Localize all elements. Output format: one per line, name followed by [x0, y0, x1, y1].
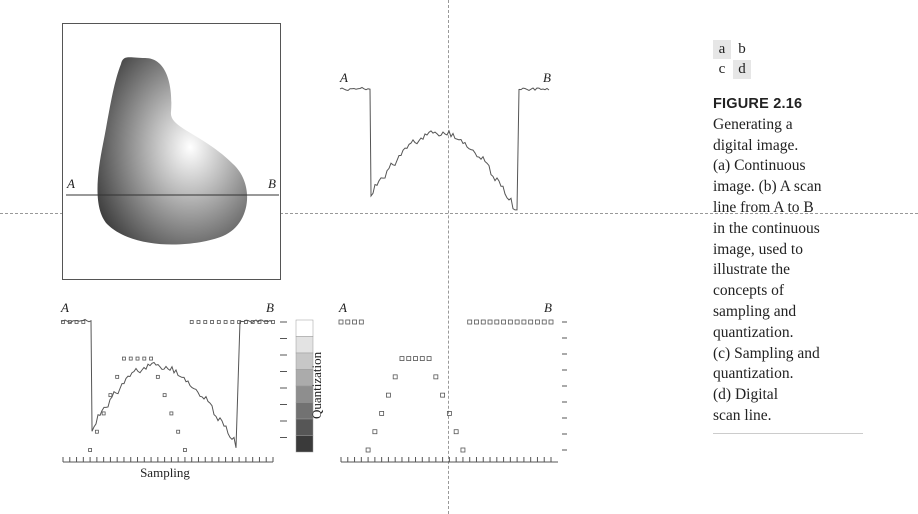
caption-line: in the continuous: [713, 219, 863, 240]
caption-line: image. (b) A scan: [713, 177, 863, 198]
digital-sample: [522, 320, 526, 324]
caption-line: (c) Sampling and: [713, 344, 863, 365]
digital-sample: [353, 320, 357, 324]
sample-point: [89, 449, 92, 452]
digital-sample: [535, 320, 539, 324]
sample-point: [156, 375, 159, 378]
caption-line: line from A to B: [713, 198, 863, 219]
sample-point: [204, 321, 207, 324]
sample-point: [102, 412, 105, 415]
caption-line: (d) Digital: [713, 385, 863, 406]
digital-sample: [495, 320, 499, 324]
scan-label-a: A: [67, 176, 75, 192]
sample-point: [122, 357, 125, 360]
caption-line: scan line.: [713, 406, 863, 427]
quantization-level-swatch: [296, 436, 313, 453]
panel-letter-b: b: [733, 40, 751, 59]
panel-letter-a: a: [713, 40, 731, 59]
sample-point: [183, 449, 186, 452]
caption-line: quantization.: [713, 323, 863, 344]
caption-rule: [713, 433, 863, 434]
digital-sample: [420, 357, 424, 361]
digital-sample: [515, 320, 519, 324]
sample-point: [190, 321, 193, 324]
digital-sample: [481, 320, 485, 324]
caption-line: (a) Continuous: [713, 156, 863, 177]
continuous-image-blob: [63, 24, 282, 281]
digital-sample: [549, 320, 553, 324]
digital-sample: [502, 320, 506, 324]
sample-point: [170, 412, 173, 415]
sample-point: [163, 394, 166, 397]
panel-d-digital-scan-line: A B: [336, 300, 576, 480]
digital-sample: [400, 357, 404, 361]
digital-sample: [529, 320, 533, 324]
quantization-axis-label: Quantization: [309, 345, 329, 425]
digital-sample: [508, 320, 512, 324]
digital-sample: [542, 320, 546, 324]
digital-sample: [474, 320, 478, 324]
sample-point: [136, 357, 139, 360]
caption-line: digital image.: [713, 136, 863, 157]
profile-curve: [335, 70, 565, 220]
digital-sample: [454, 430, 458, 434]
sampling-chart: [58, 300, 348, 480]
sample-point: [224, 321, 227, 324]
panel-b-scan-profile: A B: [335, 70, 565, 220]
digital-sample: [380, 411, 384, 415]
scan-label-b: B: [268, 176, 276, 192]
digital-sample: [447, 411, 451, 415]
sample-point: [129, 357, 132, 360]
digital-chart: [336, 300, 576, 480]
sample-point: [95, 430, 98, 433]
sample-point: [143, 357, 146, 360]
caption-line: image, used to: [713, 240, 863, 261]
digital-sample: [461, 448, 465, 452]
digital-sample: [407, 357, 411, 361]
sample-point: [197, 321, 200, 324]
digital-sample: [468, 320, 472, 324]
digital-sample: [434, 375, 438, 379]
sample-point: [231, 321, 234, 324]
quantization-level-swatch: [296, 320, 313, 337]
digital-sample: [373, 430, 377, 434]
sampling-axis-label: Sampling: [120, 465, 210, 481]
digital-sample: [386, 393, 390, 397]
sample-point: [109, 394, 112, 397]
sample-point: [217, 321, 220, 324]
sample-point: [177, 430, 180, 433]
panel-c-sampling-quantization: A B: [58, 300, 348, 480]
caption-line: Generating a: [713, 115, 863, 136]
panel-letter-d: d: [733, 60, 751, 79]
sample-point: [211, 321, 214, 324]
sample-point: [116, 375, 119, 378]
panel-letter-c: c: [713, 60, 731, 79]
caption-line: illustrate the: [713, 260, 863, 281]
caption-line: sampling and: [713, 302, 863, 323]
digital-sample: [441, 393, 445, 397]
caption-line: concepts of: [713, 281, 863, 302]
panel-letter-grid: a b c d: [713, 40, 753, 81]
digital-sample: [366, 448, 370, 452]
digital-sample: [414, 357, 418, 361]
figure-title: FIGURE 2.16: [713, 94, 863, 115]
digital-sample: [427, 357, 431, 361]
digital-sample: [393, 375, 397, 379]
digital-sample: [339, 320, 343, 324]
figure-caption: FIGURE 2.16 Generating a digital image. …: [713, 94, 863, 427]
digital-sample: [359, 320, 363, 324]
digital-sample: [346, 320, 350, 324]
digital-sample: [488, 320, 492, 324]
sample-point: [150, 357, 153, 360]
panel-a-continuous-image: A B: [62, 23, 281, 280]
caption-line: quantization.: [713, 364, 863, 385]
blob-shape: [98, 57, 248, 244]
